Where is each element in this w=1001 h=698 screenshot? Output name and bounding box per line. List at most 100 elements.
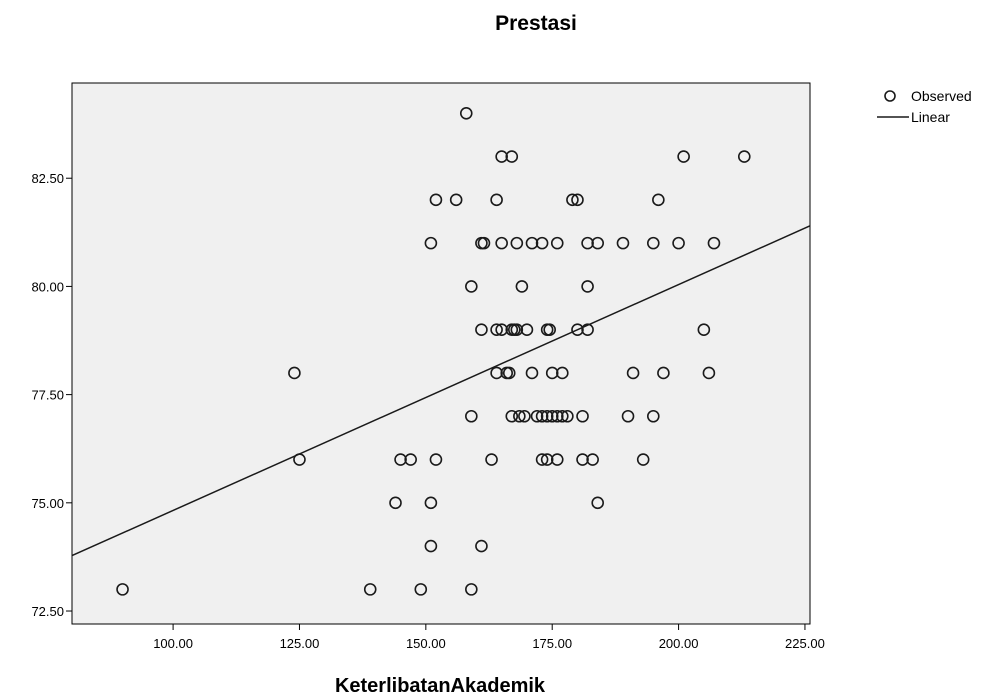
data-point <box>518 409 531 423</box>
x-tick-label: 200.00 <box>659 636 699 651</box>
data-marks <box>71 106 811 596</box>
data-point <box>535 409 549 423</box>
data-point <box>424 496 438 510</box>
data-point <box>475 323 488 336</box>
data-point <box>571 193 584 207</box>
legend: Observed Linear <box>877 88 972 125</box>
data-point <box>505 150 519 163</box>
x-tick-label: 125.00 <box>280 636 320 651</box>
data-point <box>510 323 524 336</box>
data-point <box>652 193 665 207</box>
data-point <box>449 193 463 207</box>
data-point <box>591 496 604 510</box>
data-point <box>540 453 554 466</box>
data-point <box>586 453 599 466</box>
data-point <box>525 236 539 250</box>
data-point <box>477 236 491 250</box>
data-point <box>672 236 685 250</box>
legend-observed-marker <box>884 90 896 102</box>
data-point <box>535 236 549 250</box>
plot-area <box>71 82 811 625</box>
data-point <box>647 409 660 423</box>
data-point <box>424 236 438 250</box>
chart-title: Prestasi <box>495 12 577 35</box>
legend-observed-label: Observed <box>911 88 972 104</box>
data-point <box>545 366 559 380</box>
data-point <box>465 280 478 293</box>
data-point <box>556 409 569 423</box>
data-point <box>288 366 301 380</box>
axis-ticks: 100.00 125.00 150.00 175.00 200.00 225.00 72.5… <box>31 171 824 651</box>
data-point <box>561 409 574 423</box>
data-point <box>490 323 503 336</box>
data-point <box>515 280 529 293</box>
data-point <box>581 236 594 250</box>
data-point <box>424 539 438 553</box>
data-point <box>543 323 556 336</box>
data-point <box>621 409 635 423</box>
y-tick-label: 75.00 <box>31 496 64 511</box>
y-tick-label: 72.50 <box>31 604 64 619</box>
data-point <box>459 106 473 120</box>
data-point <box>495 323 508 336</box>
data-point <box>293 453 306 466</box>
data-point <box>475 539 488 553</box>
data-point <box>657 366 670 380</box>
data-point <box>525 366 539 380</box>
data-point <box>581 280 594 293</box>
data-point <box>404 453 417 466</box>
data-point <box>530 409 544 423</box>
data-point <box>490 366 503 380</box>
data-point <box>581 323 594 336</box>
data-point <box>545 409 559 423</box>
data-point <box>626 366 640 380</box>
data-point <box>394 453 407 466</box>
data-point <box>576 409 589 423</box>
data-point <box>647 236 660 250</box>
data-point <box>556 366 569 380</box>
data-point <box>505 409 519 423</box>
y-tick-label: 82.50 <box>31 171 64 186</box>
data-point <box>429 193 443 207</box>
x-tick-label: 100.00 <box>153 636 193 651</box>
data-point <box>485 453 498 466</box>
regression-line <box>71 225 811 557</box>
x-axis-label: KeterlibatanAkademik <box>335 675 546 697</box>
data-point <box>576 453 589 466</box>
data-point <box>677 150 690 163</box>
data-point <box>550 453 564 466</box>
x-tick-label: 150.00 <box>406 636 446 651</box>
data-point <box>535 453 549 466</box>
data-point <box>636 453 650 466</box>
data-point <box>490 193 503 207</box>
data-point <box>707 236 721 250</box>
x-tick-label: 225.00 <box>785 636 825 651</box>
data-point <box>495 150 508 163</box>
data-point <box>495 236 508 250</box>
data-point <box>513 409 526 423</box>
data-point <box>697 323 711 336</box>
data-point <box>737 150 751 163</box>
legend-linear-label: Linear <box>911 109 950 125</box>
y-tick-label: 77.50 <box>31 388 64 403</box>
data-point <box>591 236 604 250</box>
data-point <box>550 409 564 423</box>
data-point <box>702 366 716 380</box>
y-tick-label: 80.00 <box>31 279 64 294</box>
data-point <box>363 583 377 596</box>
data-point <box>429 453 443 466</box>
data-point <box>571 323 584 336</box>
data-point <box>389 496 402 510</box>
data-point <box>616 236 630 250</box>
data-point <box>510 236 524 250</box>
data-point <box>520 323 534 336</box>
data-point <box>502 366 516 380</box>
x-tick-label: 175.00 <box>532 636 572 651</box>
data-point <box>116 583 129 596</box>
data-point <box>465 409 478 423</box>
data-point <box>414 583 428 596</box>
data-point <box>550 236 564 250</box>
data-point <box>540 409 554 423</box>
data-point <box>465 583 478 596</box>
